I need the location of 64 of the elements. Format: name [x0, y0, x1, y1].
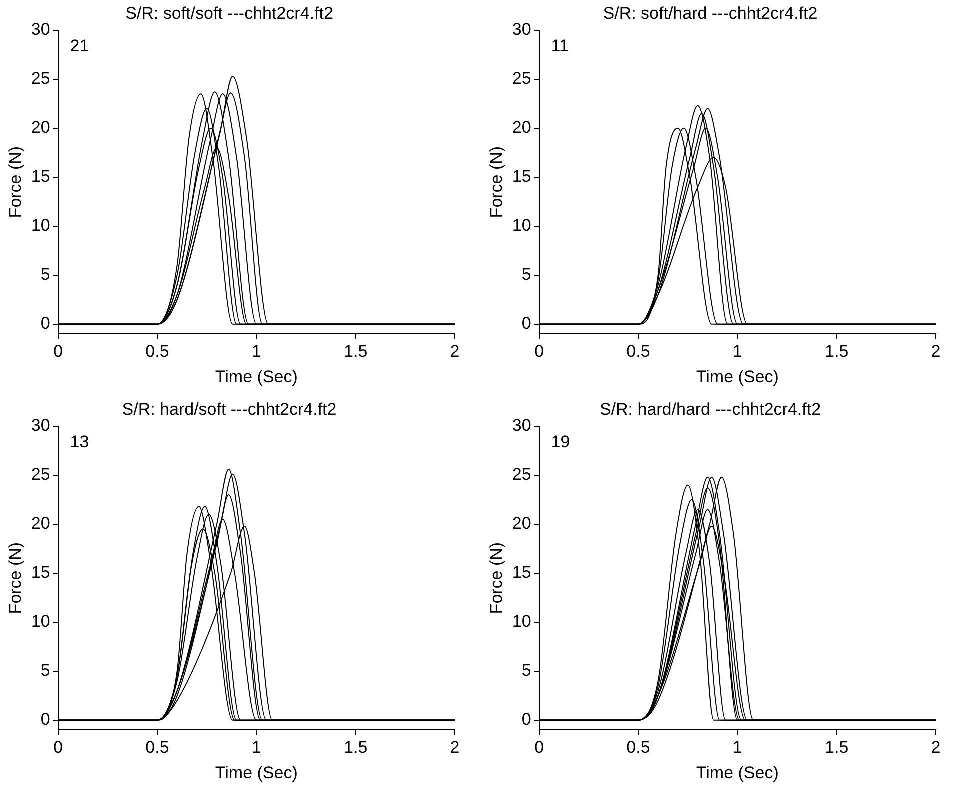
x-tick-label: 1.5 — [344, 738, 368, 758]
x-tick-label: 1 — [252, 342, 262, 362]
annotation: 19 — [551, 432, 570, 452]
chart-title: S/R: hard/soft ---chht2cr4.ft2 — [122, 400, 337, 419]
x-axis-title: Time (Sec) — [696, 763, 779, 782]
x-tick-label: 0 — [534, 342, 544, 362]
y-tick-label: 15 — [512, 167, 532, 186]
annotation: 21 — [70, 36, 90, 56]
y-tick-label: 10 — [31, 216, 50, 236]
y-tick-label: 25 — [512, 69, 532, 88]
y-tick-label: 15 — [512, 563, 532, 582]
y-tick-label: 10 — [512, 612, 532, 632]
y-tick-label: 20 — [31, 514, 50, 534]
x-tick-label: 0 — [54, 342, 64, 362]
x-axis-title: Time (Sec) — [215, 763, 298, 782]
y-tick-label: 15 — [31, 563, 50, 582]
y-tick-label: 5 — [40, 265, 50, 284]
chart-title: S/R: hard/hard ---chht2cr4.ft2 — [600, 400, 822, 419]
y-tick-label: 30 — [31, 416, 50, 436]
x-tick-label: 2 — [931, 342, 941, 362]
x-tick-label: 0.5 — [626, 738, 650, 758]
y-tick-label: 10 — [31, 612, 50, 632]
y-tick-label: 25 — [31, 69, 50, 88]
y-tick-label: 5 — [522, 265, 532, 284]
x-tick-label: 1.5 — [344, 342, 368, 362]
y-tick-label: 25 — [512, 465, 532, 484]
y-tick-label: 10 — [512, 216, 532, 236]
x-axis-title: Time (Sec) — [215, 367, 298, 386]
x-tick-label: 0 — [54, 738, 64, 758]
chart-title: S/R: soft/soft ---chht2cr4.ft2 — [126, 4, 334, 23]
annotation: 11 — [551, 36, 569, 56]
y-tick-label: 0 — [40, 314, 50, 334]
x-tick-label: 1.5 — [825, 342, 849, 362]
y-tick-label: 0 — [40, 710, 50, 730]
x-tick-label: 2 — [450, 738, 460, 758]
y-tick-label: 30 — [512, 20, 532, 40]
y-tick-label: 30 — [31, 20, 50, 40]
y-tick-label: 30 — [512, 416, 532, 436]
x-tick-label: 1 — [732, 738, 742, 758]
x-tick-label: 0 — [534, 738, 544, 758]
y-axis-title: Force (N) — [6, 146, 25, 218]
y-tick-label: 20 — [512, 514, 532, 534]
y-tick-label: 25 — [31, 465, 50, 484]
y-tick-label: 15 — [31, 167, 50, 186]
annotation: 13 — [70, 432, 90, 452]
y-axis-title: Force (N) — [486, 146, 506, 218]
y-tick-label: 20 — [31, 118, 50, 138]
x-tick-label: 2 — [931, 738, 941, 758]
x-tick-label: 0.5 — [146, 342, 170, 362]
x-tick-label: 1 — [732, 342, 742, 362]
y-tick-label: 0 — [522, 314, 532, 334]
x-axis-title: Time (Sec) — [696, 367, 779, 386]
x-tick-label: 0.5 — [146, 738, 170, 758]
x-tick-label: 0.5 — [626, 342, 650, 362]
x-tick-label: 1 — [252, 738, 262, 758]
x-tick-label: 2 — [450, 342, 460, 362]
y-tick-label: 5 — [40, 661, 50, 680]
x-tick-label: 1.5 — [825, 738, 849, 758]
chart-title: S/R: soft/hard ---chht2cr4.ft2 — [603, 4, 818, 23]
y-tick-label: 0 — [522, 710, 532, 730]
y-axis-title: Force (N) — [486, 542, 506, 614]
y-tick-label: 20 — [512, 118, 532, 138]
y-tick-label: 5 — [522, 661, 532, 680]
y-axis-title: Force (N) — [6, 542, 25, 614]
